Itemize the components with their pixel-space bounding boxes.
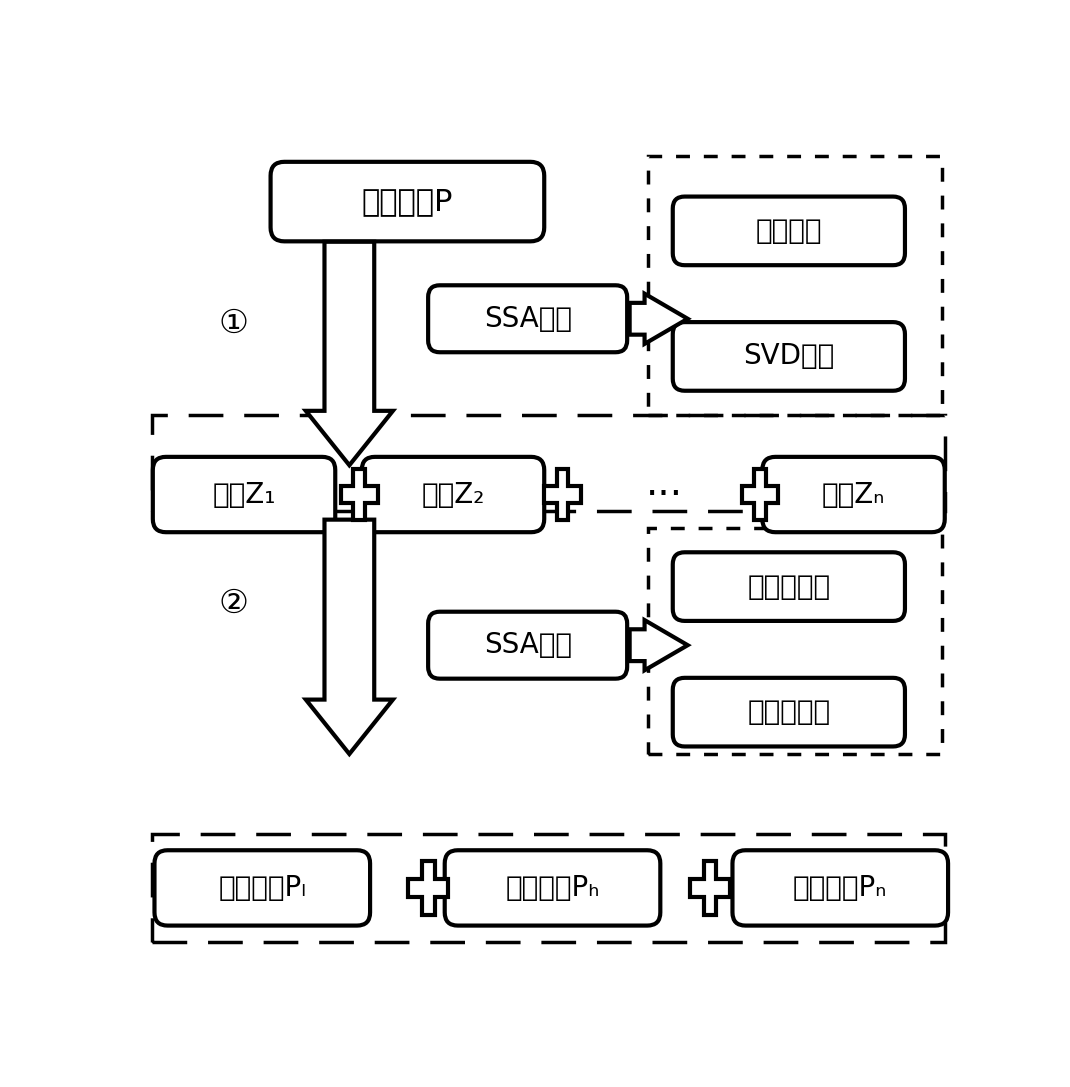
FancyBboxPatch shape bbox=[673, 197, 905, 265]
FancyBboxPatch shape bbox=[445, 850, 660, 926]
FancyBboxPatch shape bbox=[673, 552, 905, 621]
Text: SSA分解: SSA分解 bbox=[484, 304, 571, 333]
Text: 矩阵Zₙ: 矩阵Zₙ bbox=[822, 480, 885, 509]
Polygon shape bbox=[306, 241, 393, 465]
Text: 嵌入操作: 嵌入操作 bbox=[755, 217, 822, 245]
Text: 矩阵Z₁: 矩阵Z₁ bbox=[212, 480, 276, 509]
Bar bbox=[648, 155, 943, 415]
Polygon shape bbox=[629, 293, 688, 343]
Text: 低频序列Pₗ: 低频序列Pₗ bbox=[218, 874, 306, 902]
Text: 时间序列P: 时间序列P bbox=[362, 187, 453, 216]
Text: 高频序列Pₕ: 高频序列Pₕ bbox=[505, 874, 600, 902]
Polygon shape bbox=[545, 470, 581, 520]
Text: 噪声序列Pₙ: 噪声序列Pₙ bbox=[793, 874, 887, 902]
FancyBboxPatch shape bbox=[271, 162, 545, 241]
FancyBboxPatch shape bbox=[154, 850, 370, 926]
FancyBboxPatch shape bbox=[153, 457, 335, 533]
Polygon shape bbox=[409, 861, 448, 915]
Polygon shape bbox=[742, 470, 778, 520]
Polygon shape bbox=[690, 861, 730, 915]
FancyBboxPatch shape bbox=[673, 322, 905, 390]
Bar bbox=[648, 528, 943, 754]
Text: 特征环分组: 特征环分组 bbox=[747, 573, 830, 601]
Text: ①: ① bbox=[218, 307, 248, 339]
FancyBboxPatch shape bbox=[428, 285, 627, 352]
Text: 矩阵Z₂: 矩阵Z₂ bbox=[422, 480, 485, 509]
Text: SVD分解: SVD分解 bbox=[744, 342, 835, 371]
Bar bbox=[152, 415, 945, 511]
Text: 对角平均化: 对角平均化 bbox=[747, 698, 830, 726]
Text: ···: ··· bbox=[646, 475, 683, 513]
FancyBboxPatch shape bbox=[762, 457, 945, 533]
Bar bbox=[152, 834, 945, 942]
Polygon shape bbox=[341, 470, 378, 520]
FancyBboxPatch shape bbox=[733, 850, 948, 926]
Text: ②: ② bbox=[218, 587, 248, 620]
Polygon shape bbox=[629, 620, 688, 671]
Text: SSA重构: SSA重构 bbox=[484, 632, 571, 659]
Polygon shape bbox=[306, 520, 393, 754]
FancyBboxPatch shape bbox=[362, 457, 545, 533]
FancyBboxPatch shape bbox=[428, 612, 627, 678]
FancyBboxPatch shape bbox=[673, 678, 905, 747]
